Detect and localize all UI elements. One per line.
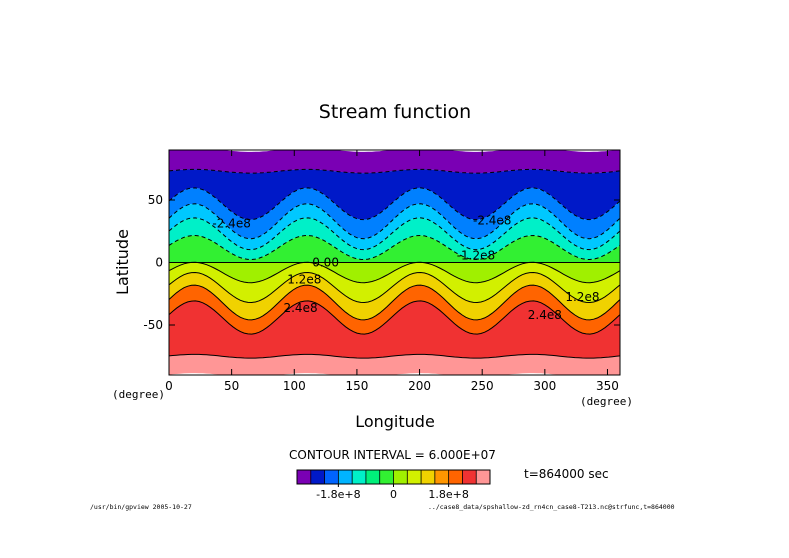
contour-label-2: -2.4e8 bbox=[473, 213, 511, 227]
x-tick-label: 350 bbox=[596, 379, 619, 393]
colorbar-tick-label: -1.8e+8 bbox=[316, 488, 360, 501]
contour-band-0 bbox=[169, 150, 620, 174]
x-tick-label: 0 bbox=[165, 379, 173, 393]
x-unit-right: (degree) bbox=[580, 395, 633, 408]
colorbar-swatch-0 bbox=[297, 470, 312, 484]
contour-line-11 bbox=[169, 353, 620, 359]
contour-band-9 bbox=[169, 285, 620, 335]
contour-label-6: 2.4e8 bbox=[283, 301, 317, 315]
contour-line-5 bbox=[169, 234, 620, 261]
x-tick-label: 100 bbox=[283, 379, 306, 393]
colorbar-swatch-3 bbox=[338, 470, 353, 484]
contour-line-7 bbox=[169, 261, 620, 284]
colorbar-swatch-8 bbox=[407, 470, 422, 484]
contour-band-5 bbox=[169, 235, 620, 263]
contour-label-0: 0.00 bbox=[312, 256, 339, 270]
contour-label-7: 2.4e8 bbox=[528, 308, 562, 322]
contour-label-3: -1.2e8 bbox=[457, 248, 495, 262]
contour-interval-text: CONTOUR INTERVAL = 6.000E+07 bbox=[289, 448, 496, 462]
contour-line-3 bbox=[169, 203, 620, 240]
y-tick-label: 50 bbox=[148, 193, 163, 207]
x-tick-label: 50 bbox=[224, 379, 239, 393]
contour-label-1: -2.4e8 bbox=[212, 217, 250, 231]
contour-band-1 bbox=[169, 169, 620, 220]
y-axis-label: Latitude bbox=[113, 229, 132, 295]
colorbar-swatch-1 bbox=[310, 470, 326, 484]
colorbar-swatch-12 bbox=[462, 470, 477, 484]
x-tick-label: 150 bbox=[345, 379, 368, 393]
time-text: t=864000 sec bbox=[524, 467, 609, 481]
colorbar-swatch-10 bbox=[434, 470, 450, 484]
contour-band-4 bbox=[169, 217, 620, 260]
footer-right: ../case8_data/spshallow-zd_rn4cn_case8-T… bbox=[428, 503, 675, 511]
contour-band-8 bbox=[169, 272, 620, 320]
colorbar-swatch-9 bbox=[421, 470, 436, 484]
colorbar-swatch-2 bbox=[324, 470, 339, 484]
colorbar-tick-label: 0 bbox=[390, 488, 397, 501]
x-tick-label: 300 bbox=[533, 379, 556, 393]
y-tick-label: 0 bbox=[155, 256, 163, 270]
contour-label-4: 1.2e8 bbox=[287, 273, 321, 287]
colorbar-swatch-7 bbox=[393, 470, 408, 484]
contour-line-10 bbox=[169, 300, 620, 335]
contour-line-9 bbox=[169, 284, 620, 321]
contour-label-5: 1.2e8 bbox=[565, 290, 599, 304]
x-tick-label: 200 bbox=[408, 379, 431, 393]
y-tick-label: -50 bbox=[143, 318, 163, 332]
contour-band-7 bbox=[169, 262, 620, 303]
contour-band-3 bbox=[169, 203, 620, 250]
footer-left: /usr/bin/gpview 2005-10-27 bbox=[90, 503, 192, 511]
contour-band-2 bbox=[169, 187, 620, 239]
x-axis-label: Longitude bbox=[355, 412, 435, 431]
colorbar-swatch-5 bbox=[365, 470, 381, 484]
contour-line-1 bbox=[169, 168, 620, 174]
colorbar-swatch-4 bbox=[352, 470, 367, 484]
plot-area: 0.00-2.4e8 -2.4e8-1.2e81.2e81.2e82.4e82.4… bbox=[143, 149, 621, 393]
contour-line-8 bbox=[169, 271, 620, 304]
colorbar-swatch-11 bbox=[448, 470, 463, 484]
x-unit-left: (degree) bbox=[112, 388, 165, 401]
contour-band-11 bbox=[169, 354, 620, 375]
colorbar: -1.8e+8 0 1.8e+8 bbox=[296, 469, 491, 501]
x-tick-label: 250 bbox=[471, 379, 494, 393]
colorbar-tick-label: 1.8e+8 bbox=[428, 488, 468, 501]
colorbar-swatch-13 bbox=[476, 470, 491, 484]
contour-band-6 bbox=[169, 262, 620, 283]
chart-title: Stream function bbox=[319, 101, 471, 123]
colorbar-swatch-6 bbox=[379, 470, 394, 484]
